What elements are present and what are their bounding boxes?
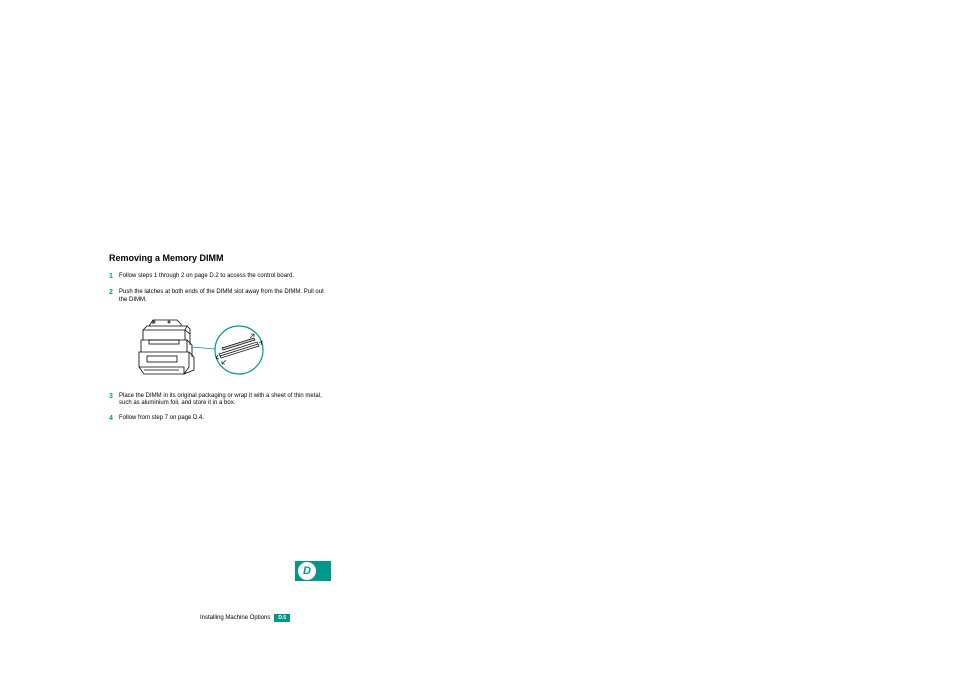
step-3: 3 Place the DIMM in its original packagi… — [109, 393, 329, 407]
appendix-tab-circle: D — [298, 562, 316, 580]
step-number: 2 — [109, 289, 119, 303]
page-number-badge: D.5 — [274, 614, 290, 622]
step-text: Push the latches at both ends of the DIM… — [119, 289, 329, 303]
step-4: 4 Follow from step 7 on page D.4. — [109, 415, 329, 423]
step-1: 1 Follow steps 1 through 2 on page D.2 t… — [109, 273, 329, 281]
step-number: 4 — [109, 415, 119, 423]
page-footer: Installing Machine Options D.5 — [200, 614, 290, 622]
step-text: Follow steps 1 through 2 on page D.2 to … — [119, 273, 294, 281]
section-heading: Removing a Memory DIMM — [109, 253, 329, 263]
step-text: Follow from step 7 on page D.4. — [119, 415, 204, 423]
step-2: 2 Push the latches at both ends of the D… — [109, 289, 329, 303]
step-number: 3 — [109, 393, 119, 407]
printer-dimm-diagram — [119, 312, 269, 387]
appendix-letter: D — [303, 565, 311, 577]
step-number: 1 — [109, 273, 119, 281]
step-text: Place the DIMM in its original packaging… — [119, 393, 329, 407]
footer-section-title: Installing Machine Options — [200, 615, 270, 621]
